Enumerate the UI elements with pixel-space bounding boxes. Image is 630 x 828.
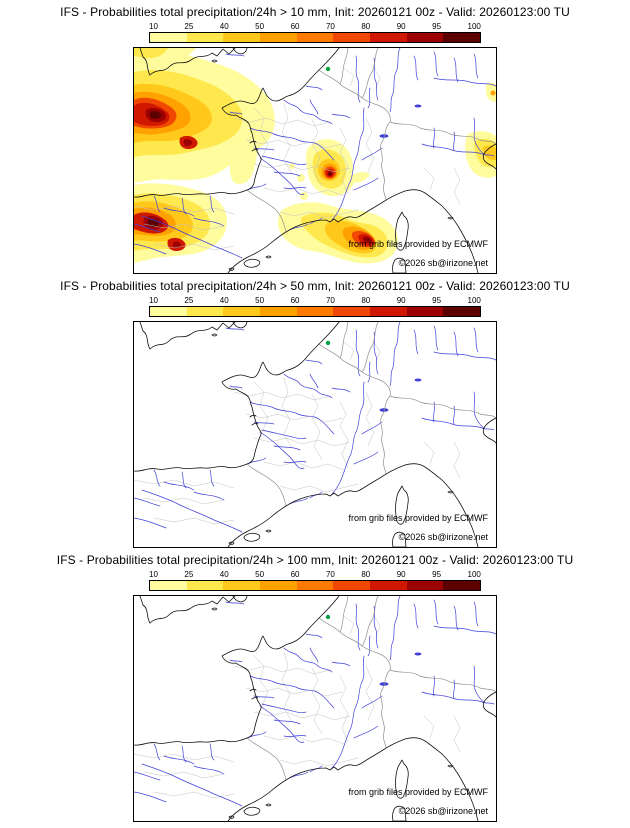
credit-ecmwf: from grib files provided by ECMWF bbox=[348, 239, 488, 249]
map-credit: from grib files provided by ECMWF ©2026 … bbox=[348, 513, 488, 542]
panel-title: IFS - Probabilities total precipitation/… bbox=[60, 279, 570, 293]
probability-legend: 10 25 40 50 60 70 80 90 95 100 bbox=[149, 22, 481, 43]
credit-ecmwf: from grib files provided by ECMWF bbox=[348, 513, 488, 523]
map-credit: from grib files provided by ECMWF ©2026 … bbox=[348, 239, 488, 268]
colorbar-tick-labels: 10 25 40 50 60 70 80 90 95 100 bbox=[149, 570, 481, 579]
panel-precip-10mm: IFS - Probabilities total precipitation/… bbox=[0, 0, 630, 274]
probability-legend: 10 25 40 50 60 70 80 90 95 100 bbox=[149, 296, 481, 317]
credit-copyright: ©2026 sb@irizone.net bbox=[398, 258, 488, 268]
map-frame-50mm: from grib files provided by ECMWF ©2026 … bbox=[133, 321, 497, 548]
panel-title: IFS - Probabilities total precipitation/… bbox=[56, 553, 574, 567]
colorbar bbox=[149, 580, 481, 591]
colorbar-tick-labels: 10 25 40 50 60 70 80 90 95 100 bbox=[149, 22, 481, 31]
panel-title: IFS - Probabilities total precipitation/… bbox=[60, 5, 570, 19]
credit-ecmwf: from grib files provided by ECMWF bbox=[348, 787, 488, 797]
panel-precip-50mm: IFS - Probabilities total precipitation/… bbox=[0, 274, 630, 548]
colorbar bbox=[149, 32, 481, 43]
credit-copyright: ©2026 sb@irizone.net bbox=[398, 806, 488, 816]
map-frame-100mm: from grib files provided by ECMWF ©2026 … bbox=[133, 595, 497, 822]
credit-copyright: ©2026 sb@irizone.net bbox=[398, 532, 488, 542]
map-frame-10mm: from grib files provided by ECMWF ©2026 … bbox=[133, 47, 497, 274]
probability-legend: 10 25 40 50 60 70 80 90 95 100 bbox=[149, 570, 481, 591]
map-credit: from grib files provided by ECMWF ©2026 … bbox=[348, 787, 488, 816]
panel-precip-100mm: IFS - Probabilities total precipitation/… bbox=[0, 548, 630, 822]
colorbar bbox=[149, 306, 481, 317]
colorbar-tick-labels: 10 25 40 50 60 70 80 90 95 100 bbox=[149, 296, 481, 305]
